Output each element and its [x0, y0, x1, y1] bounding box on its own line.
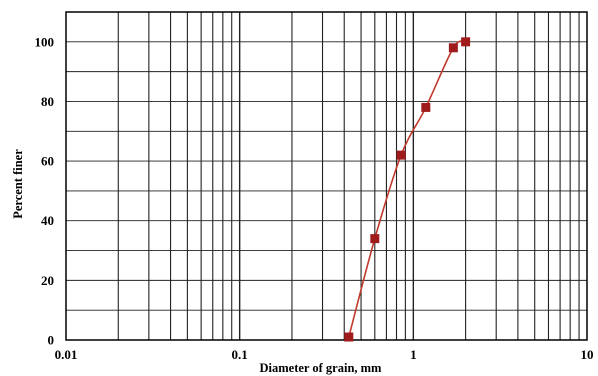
x-tick-label: 0.01 — [55, 347, 78, 362]
data-markers — [344, 37, 471, 342]
y-tick-label: 40 — [41, 213, 54, 228]
y-tick-label: 80 — [41, 94, 54, 109]
x-tick-label: 10 — [581, 347, 594, 362]
y-tick-label: 60 — [41, 154, 54, 169]
y-tick-label: 20 — [41, 273, 54, 288]
x-axis-label: Diameter of grain, mm — [260, 361, 383, 375]
data-point — [461, 37, 471, 47]
y-tick-label: 0 — [48, 333, 55, 348]
grid-lines — [66, 12, 587, 340]
gradation-curve — [348, 40, 466, 338]
data-point — [344, 332, 354, 342]
y-axis-ticks: 0 20 40 60 80 100 — [35, 34, 55, 347]
x-tick-label: 0.1 — [232, 347, 248, 362]
data-point — [421, 102, 431, 112]
data-point — [370, 234, 380, 244]
data-point — [448, 43, 458, 53]
x-tick-label: 1 — [410, 347, 417, 362]
y-axis-label: Percent finer — [11, 149, 25, 219]
y-tick-label: 100 — [35, 34, 55, 49]
x-axis-ticks: 0.01 0.1 1 10 — [55, 347, 594, 362]
data-point — [396, 150, 406, 160]
plot-frame — [65, 11, 588, 341]
